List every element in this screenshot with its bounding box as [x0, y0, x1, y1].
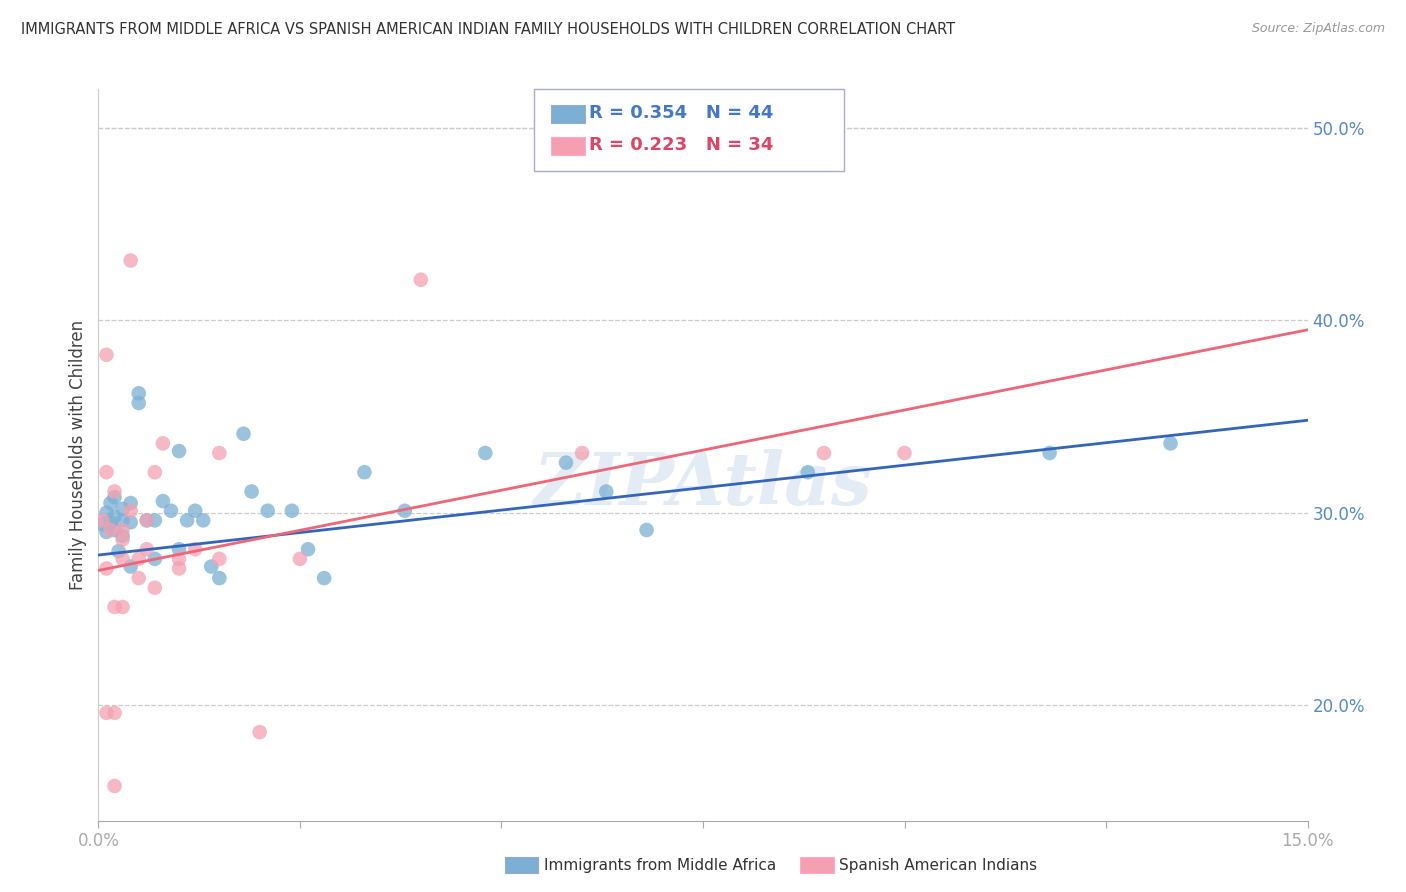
- Point: [409, 273, 432, 287]
- Point: [353, 465, 375, 479]
- Point: [143, 465, 166, 479]
- Point: [256, 504, 278, 518]
- Point: [120, 496, 142, 510]
- Point: [167, 444, 190, 458]
- Point: [128, 571, 150, 585]
- Point: [314, 571, 336, 585]
- Point: [232, 426, 254, 441]
- Point: [111, 529, 134, 543]
- Point: [120, 559, 142, 574]
- Point: [555, 456, 578, 470]
- Point: [103, 484, 125, 499]
- Point: [176, 513, 198, 527]
- Point: [288, 552, 311, 566]
- Point: [100, 516, 122, 530]
- Point: [208, 446, 231, 460]
- Point: [111, 523, 134, 537]
- Point: [96, 524, 118, 539]
- Point: [103, 490, 125, 504]
- Point: [797, 465, 820, 479]
- Point: [1160, 436, 1182, 450]
- Point: [96, 506, 118, 520]
- Point: [1039, 446, 1062, 460]
- Point: [128, 386, 150, 401]
- Point: [167, 542, 190, 557]
- Point: [595, 484, 617, 499]
- Point: [167, 552, 190, 566]
- Point: [394, 504, 416, 518]
- Point: [160, 504, 183, 518]
- Point: [208, 571, 231, 585]
- Point: [128, 396, 150, 410]
- Point: [96, 561, 118, 575]
- Point: [103, 706, 125, 720]
- Point: [281, 504, 304, 518]
- Text: Source: ZipAtlas.com: Source: ZipAtlas.com: [1251, 22, 1385, 36]
- Point: [193, 513, 215, 527]
- Point: [143, 552, 166, 566]
- Point: [474, 446, 496, 460]
- Point: [100, 523, 122, 537]
- Point: [120, 504, 142, 518]
- Point: [143, 513, 166, 527]
- Point: [103, 523, 125, 537]
- Point: [135, 513, 157, 527]
- Point: [111, 513, 134, 527]
- Point: [184, 504, 207, 518]
- Point: [107, 544, 129, 558]
- Text: ZIPAtlas: ZIPAtlas: [534, 449, 872, 520]
- Point: [143, 581, 166, 595]
- Point: [91, 513, 114, 527]
- Point: [135, 513, 157, 527]
- Point: [240, 484, 263, 499]
- Point: [103, 599, 125, 614]
- Point: [103, 779, 125, 793]
- Text: Spanish American Indians: Spanish American Indians: [839, 858, 1038, 872]
- Point: [893, 446, 915, 460]
- Point: [96, 465, 118, 479]
- Point: [111, 533, 134, 547]
- Point: [111, 599, 134, 614]
- Point: [152, 436, 174, 450]
- Point: [135, 542, 157, 557]
- Text: R = 0.354   N = 44: R = 0.354 N = 44: [589, 104, 773, 122]
- Point: [96, 348, 118, 362]
- Point: [100, 496, 122, 510]
- Point: [152, 494, 174, 508]
- Text: Immigrants from Middle Africa: Immigrants from Middle Africa: [544, 858, 776, 872]
- Point: [111, 552, 134, 566]
- Point: [103, 509, 125, 524]
- Point: [167, 561, 190, 575]
- Point: [571, 446, 593, 460]
- Point: [91, 517, 114, 532]
- Point: [200, 559, 222, 574]
- Point: [636, 523, 658, 537]
- Point: [184, 542, 207, 557]
- Point: [813, 446, 835, 460]
- Point: [297, 542, 319, 557]
- Y-axis label: Family Households with Children: Family Households with Children: [69, 320, 87, 590]
- Point: [208, 552, 231, 566]
- Point: [120, 253, 142, 268]
- Point: [120, 516, 142, 530]
- Point: [96, 706, 118, 720]
- Point: [249, 725, 271, 739]
- Point: [128, 552, 150, 566]
- Text: IMMIGRANTS FROM MIDDLE AFRICA VS SPANISH AMERICAN INDIAN FAMILY HOUSEHOLDS WITH : IMMIGRANTS FROM MIDDLE AFRICA VS SPANISH…: [21, 22, 955, 37]
- Point: [111, 501, 134, 516]
- Text: R = 0.223   N = 34: R = 0.223 N = 34: [589, 136, 773, 154]
